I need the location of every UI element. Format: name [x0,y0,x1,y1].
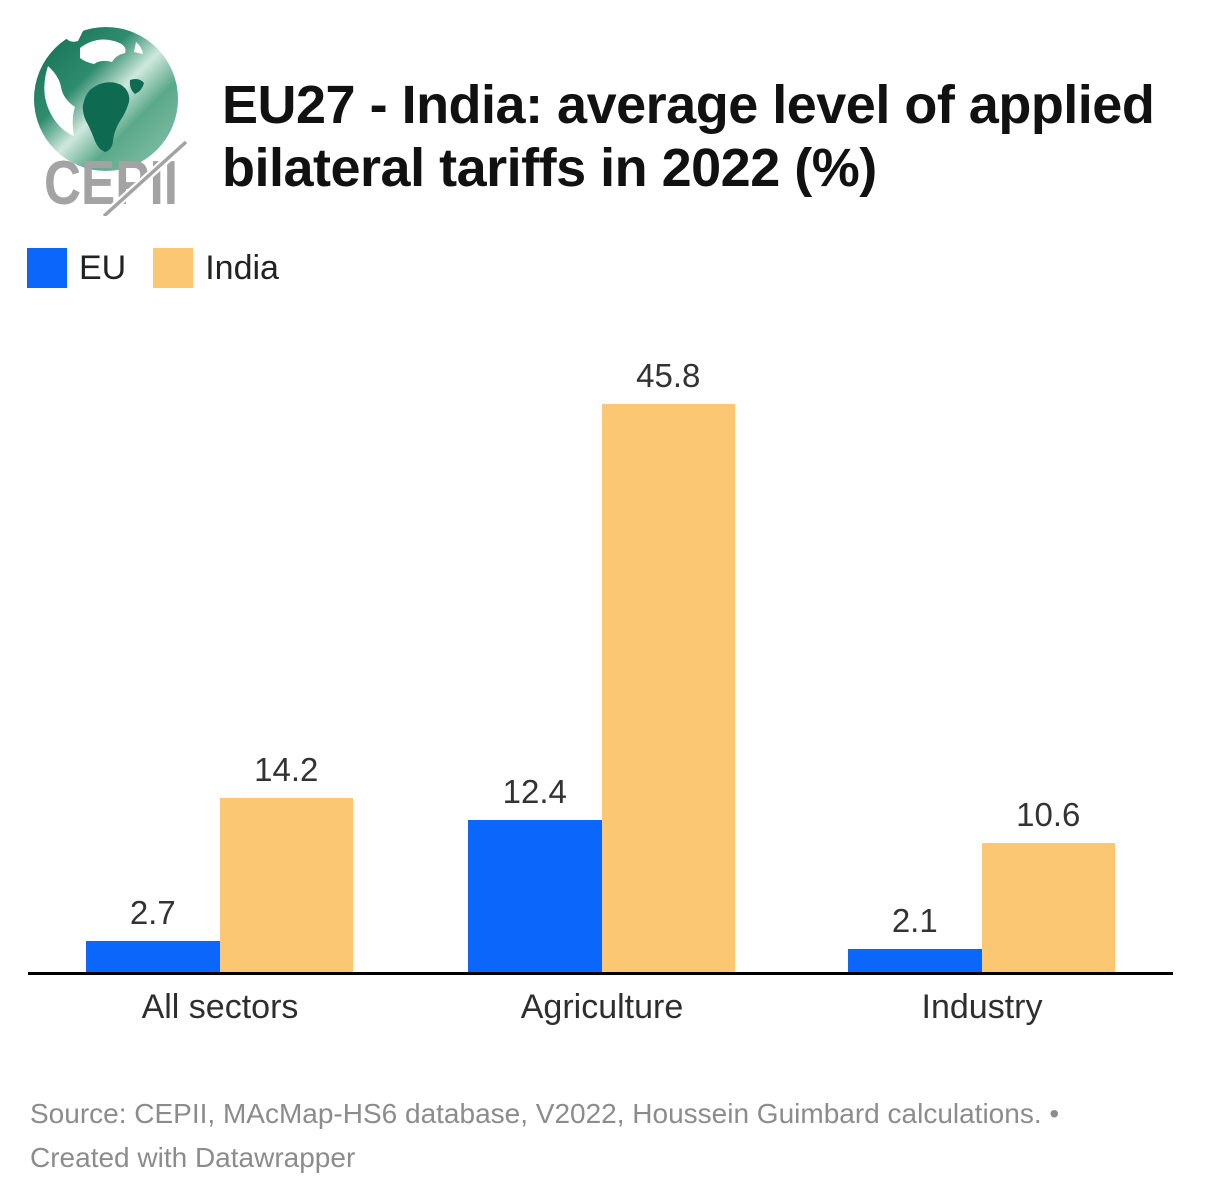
value-label-india-all-sectors: 14.2 [254,750,319,788]
bar-india-all-sectors [219,797,353,975]
cepii-logo: CEPII [34,27,188,216]
legend-label-eu: EU [79,248,127,287]
bar-eu-all-sectors [86,941,220,975]
bar-india-agriculture [601,403,735,975]
legend-item-india: India [153,248,279,288]
value-label-india-industry: 10.6 [1016,795,1081,833]
bar-chart: 2.7 14.2 12.4 45.8 2.1 10.6 [0,300,1208,975]
bar-india-industry [981,842,1115,975]
category-label-industry: Industry [921,988,1043,1026]
legend-label-india: India [205,248,279,287]
value-label-eu-industry: 2.1 [891,901,938,939]
legend-item-eu: EU [27,248,126,288]
x-axis-line [28,972,1173,975]
category-label-agriculture: Agriculture [520,988,684,1026]
legend: EU India [27,248,306,288]
globe-icon [34,27,178,171]
category-label-all-sectors: All sectors [141,988,299,1026]
legend-swatch-india [153,248,194,288]
value-label-india-agriculture: 45.8 [636,356,701,394]
bar-eu-industry [848,948,982,975]
legend-swatch-eu [27,248,67,288]
source-note: Source: CEPII, MAcMap-HS6 database, V202… [30,1098,1060,1173]
logo-slash [102,140,188,216]
value-label-eu-agriculture: 12.4 [502,773,567,811]
value-label-eu-all-sectors: 2.7 [129,894,176,932]
chart-title: EU27 - India: average level of applied b… [222,75,1155,198]
bar-eu-agriculture [468,820,602,975]
